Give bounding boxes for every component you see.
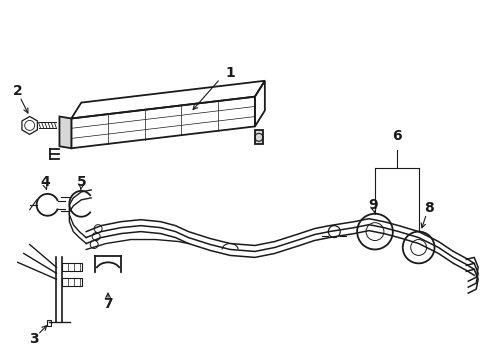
Polygon shape [254, 130, 263, 144]
Text: 4: 4 [41, 175, 50, 189]
Text: 7: 7 [103, 297, 113, 311]
Text: 1: 1 [225, 66, 235, 80]
Bar [62, 264, 82, 271]
Text: 3: 3 [29, 332, 39, 346]
Polygon shape [60, 117, 71, 148]
Text: 2: 2 [13, 84, 22, 98]
Bar [46, 320, 50, 326]
Bar [62, 278, 82, 286]
Text: 6: 6 [391, 129, 401, 143]
Text: 8: 8 [423, 201, 432, 215]
Text: 5: 5 [76, 175, 86, 189]
Text: 9: 9 [367, 198, 377, 212]
